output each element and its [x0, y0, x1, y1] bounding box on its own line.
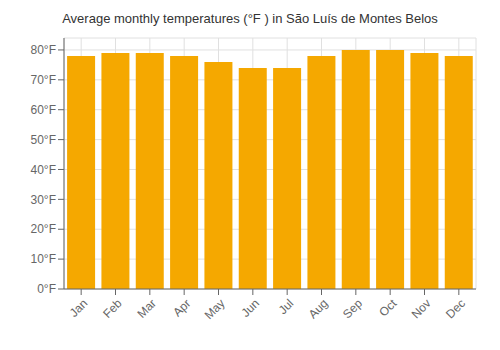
- svg-text:Jun: Jun: [238, 296, 262, 320]
- svg-text:60°F: 60°F: [31, 103, 56, 117]
- svg-text:70°F: 70°F: [31, 73, 56, 87]
- svg-text:Mar: Mar: [135, 296, 160, 321]
- svg-text:Jan: Jan: [67, 296, 91, 320]
- svg-text:0°F: 0°F: [37, 282, 56, 296]
- svg-text:40°F: 40°F: [31, 163, 56, 177]
- svg-text:80°F: 80°F: [31, 43, 56, 57]
- svg-text:Sep: Sep: [340, 296, 365, 321]
- svg-text:May: May: [202, 296, 228, 322]
- svg-text:Apr: Apr: [170, 296, 193, 319]
- svg-text:Jul: Jul: [276, 296, 297, 317]
- svg-text:Aug: Aug: [306, 296, 331, 321]
- html-text:Average monthly temperatures (: Average monthly temperatures (°F ) in Sã…: [62, 11, 438, 26]
- svg-text:Dec: Dec: [443, 296, 468, 321]
- svg-text:Oct: Oct: [376, 296, 400, 320]
- svg-text:Nov: Nov: [409, 296, 434, 321]
- svg-text:30°F: 30°F: [31, 193, 56, 207]
- svg-text:10°F: 10°F: [31, 252, 56, 266]
- svg-text:50°F: 50°F: [31, 133, 56, 147]
- svg-text:Feb: Feb: [100, 296, 125, 321]
- svg-text:20°F: 20°F: [31, 222, 56, 236]
